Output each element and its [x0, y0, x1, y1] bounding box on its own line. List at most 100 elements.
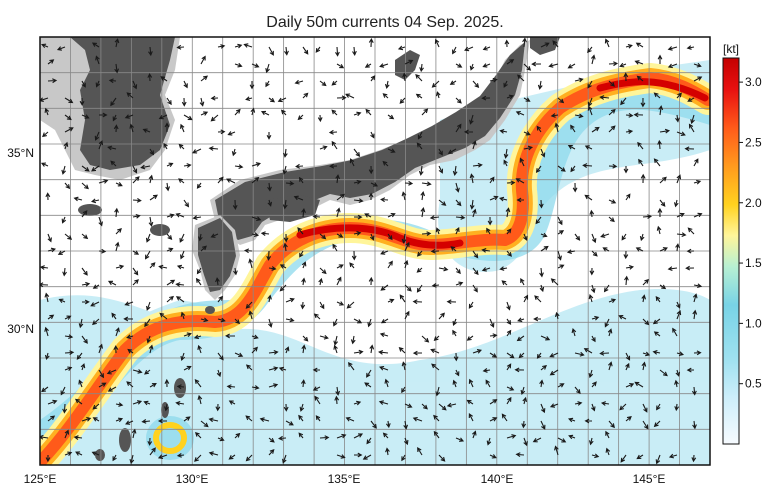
current-arrow — [217, 129, 226, 135]
current-arrow — [92, 417, 100, 422]
current-arrow — [111, 312, 117, 320]
current-arrow — [280, 109, 287, 116]
current-arrow — [534, 295, 542, 303]
current-arrow — [251, 162, 261, 167]
current-arrow — [331, 140, 338, 150]
current-arrow — [164, 403, 169, 412]
current-arrow — [469, 114, 474, 125]
current-arrow — [251, 63, 260, 68]
current-arrow — [412, 350, 423, 356]
current-arrow — [166, 233, 173, 240]
current-arrow — [78, 379, 83, 388]
current-arrow — [81, 416, 92, 422]
current-arrow — [251, 176, 260, 184]
current-arrow — [652, 349, 661, 355]
current-arrow — [482, 368, 491, 373]
current-arrow — [608, 80, 615, 87]
current-arrow — [64, 182, 71, 190]
current-arrow — [176, 44, 185, 50]
current-arrow — [208, 451, 219, 456]
current-arrow — [331, 109, 338, 116]
current-arrow — [336, 193, 346, 201]
current-arrow — [64, 451, 73, 456]
current-arrow — [180, 311, 186, 320]
current-arrow — [81, 233, 89, 240]
current-arrow — [47, 233, 52, 243]
current-arrow — [574, 77, 584, 83]
current-arrow — [353, 214, 363, 220]
current-arrow — [112, 114, 117, 122]
current-arrow — [81, 335, 88, 344]
current-arrow — [618, 315, 627, 320]
current-arrow — [193, 334, 202, 340]
current-arrow — [521, 420, 527, 429]
current-arrow — [208, 417, 219, 423]
current-arrow — [157, 418, 167, 424]
current-arrow — [619, 62, 627, 68]
current-arrow — [197, 394, 203, 405]
lon-label: 125°E — [24, 472, 57, 486]
current-arrow — [397, 45, 406, 51]
current-arrow — [107, 386, 117, 392]
current-arrow — [452, 329, 457, 337]
current-arrow — [623, 250, 629, 260]
current-arrow — [537, 80, 543, 90]
current-arrow — [557, 230, 565, 235]
current-arrow — [129, 123, 134, 133]
current-arrow — [438, 312, 445, 320]
current-arrow — [538, 199, 544, 209]
current-arrow — [217, 352, 224, 361]
current-arrow — [80, 363, 86, 371]
current-arrow — [319, 145, 328, 150]
current-arrow — [639, 233, 645, 242]
current-arrow — [634, 381, 644, 388]
current-arrow — [539, 379, 544, 388]
current-arrow — [42, 131, 49, 138]
current-arrow — [106, 369, 117, 375]
current-arrow — [522, 396, 528, 405]
current-arrow — [194, 454, 202, 462]
current-arrow — [690, 114, 695, 125]
current-arrow — [401, 454, 406, 462]
current-arrow — [591, 233, 597, 244]
current-arrow — [659, 284, 667, 290]
current-arrow — [349, 262, 355, 269]
lon-label: 135°E — [328, 472, 361, 486]
current-arrow — [297, 227, 304, 235]
current-arrow — [608, 420, 615, 429]
current-arrow — [584, 194, 593, 201]
current-arrow — [515, 452, 525, 458]
current-arrow — [146, 301, 151, 311]
current-arrow — [550, 278, 559, 286]
current-arrow — [196, 267, 202, 275]
current-arrow — [285, 297, 295, 303]
current-arrow — [45, 454, 51, 463]
current-arrow — [385, 420, 391, 429]
current-arrow — [584, 418, 593, 424]
current-arrow — [501, 280, 508, 286]
current-arrow — [676, 92, 682, 99]
current-arrow — [416, 267, 423, 273]
current-arrow — [234, 62, 243, 68]
current-arrow — [60, 386, 66, 396]
current-arrow — [591, 250, 598, 257]
current-arrow — [625, 382, 635, 388]
current-arrow — [489, 176, 495, 184]
current-arrow — [557, 437, 567, 443]
current-arrow — [284, 46, 289, 56]
kuroshio-current-band — [40, 63, 710, 465]
current-arrow — [686, 45, 695, 50]
current-arrow — [642, 351, 651, 357]
current-arrow — [455, 267, 461, 275]
current-arrow — [416, 284, 423, 293]
current-arrow — [387, 212, 396, 218]
current-arrow — [417, 131, 423, 140]
current-arrow — [353, 230, 362, 236]
current-arrow — [489, 333, 498, 339]
current-arrow — [602, 247, 610, 252]
current-arrow — [379, 63, 389, 68]
current-arrow — [195, 277, 202, 286]
current-arrow — [45, 192, 51, 201]
current-arrow — [353, 148, 361, 158]
current-arrow — [455, 226, 460, 235]
